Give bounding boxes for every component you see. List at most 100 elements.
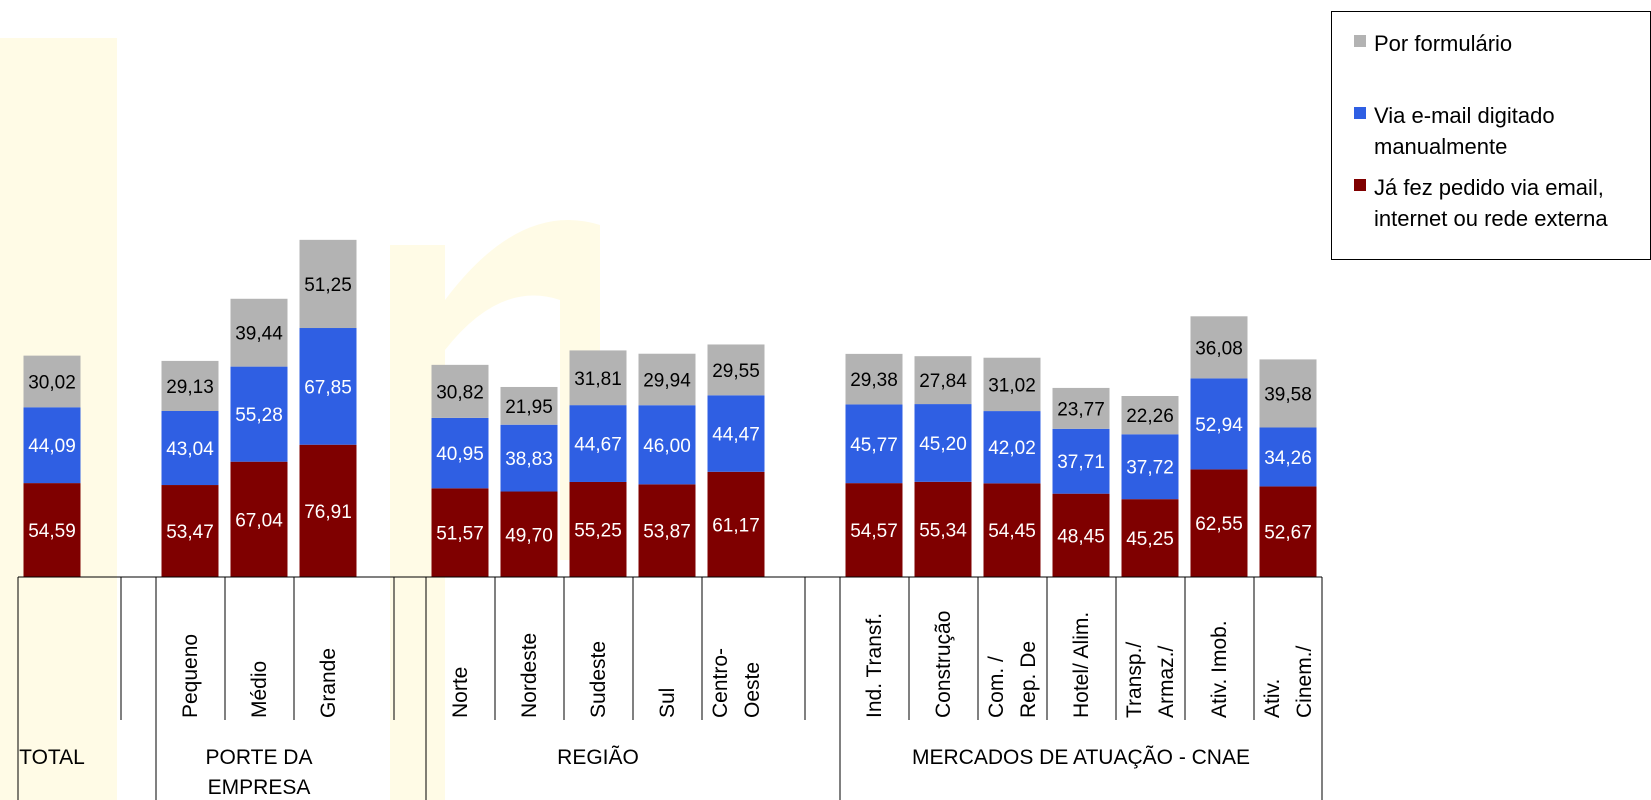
data-label: 53,87	[643, 522, 691, 543]
legend-swatch-form	[1354, 35, 1366, 47]
category-label: Norte	[449, 667, 472, 718]
bar-segment-form	[299, 239, 357, 329]
group-label: MERCADOS DE ATUAÇÃO - CNAE	[912, 745, 1250, 769]
category-label: Pequeno	[179, 634, 202, 718]
legend-swatch-order	[1354, 179, 1366, 191]
data-label: 46,00	[643, 436, 691, 457]
bar-segment-form	[431, 364, 489, 418]
data-label: 51,57	[436, 524, 484, 545]
bar-segment-order	[299, 444, 357, 577]
legend-item-form: Por formulário	[1354, 28, 1512, 59]
data-label: 37,72	[1126, 458, 1174, 479]
data-label: 29,13	[166, 377, 214, 398]
data-label: 62,55	[1195, 514, 1243, 535]
data-label: 34,26	[1264, 448, 1312, 469]
data-label: 45,77	[850, 435, 898, 456]
data-label: 54,45	[988, 521, 1036, 542]
bar-segment-order	[23, 483, 81, 577]
data-label: 29,55	[712, 361, 760, 382]
data-label: 67,04	[235, 510, 283, 531]
bar-segment-form	[983, 357, 1041, 412]
bar-segment-form	[500, 386, 558, 425]
bar-segment-form	[1121, 396, 1179, 435]
category-label: Centro- Oeste	[709, 648, 764, 718]
bar-segment-form	[1190, 316, 1248, 379]
bar-segment-email	[299, 328, 357, 445]
data-label: 45,25	[1126, 529, 1174, 550]
bar-segment-order	[161, 485, 219, 577]
data-label: 27,84	[919, 371, 967, 392]
data-label: 49,70	[505, 525, 553, 546]
legend-label-email: Via e-mail digitado manualmente	[1374, 103, 1555, 159]
bar-segment-order	[638, 484, 696, 577]
bar-segment-order	[431, 488, 489, 577]
legend: Por formulário Via e-mail digitado manua…	[1331, 11, 1651, 260]
category-label: Transp./Armaz./	[1123, 642, 1178, 718]
category-label: Ind. Transf.	[863, 613, 886, 718]
bar-segment-email	[23, 407, 81, 484]
bar-segment-email	[1121, 434, 1179, 500]
category-label: Sul	[656, 688, 679, 718]
data-label: 67,85	[304, 377, 352, 398]
bar-segment-order	[230, 461, 288, 577]
group-label: REGIÃO	[557, 745, 639, 769]
bar-segment-email	[914, 404, 972, 482]
data-label: 37,71	[1057, 452, 1105, 473]
data-label: 44,67	[574, 435, 622, 456]
data-label: 39,44	[235, 324, 283, 345]
data-label: 30,82	[436, 382, 484, 403]
bar-segment-order	[707, 471, 765, 577]
data-label: 22,26	[1126, 406, 1174, 427]
bar-segment-order	[569, 481, 627, 577]
data-label: 48,45	[1057, 526, 1105, 547]
data-label: 45,20	[919, 434, 967, 455]
bar-segment-form	[914, 356, 972, 405]
category-label: Médio	[248, 661, 271, 718]
bar-segment-form	[23, 355, 81, 408]
bar-segment-form	[1259, 359, 1317, 428]
bar-segment-form	[845, 353, 903, 405]
bar-segment-form	[638, 353, 696, 406]
legend-swatch-email	[1354, 107, 1366, 119]
bar-segment-email	[707, 395, 765, 472]
bar-segment-order	[500, 491, 558, 577]
legend-label-order: Já fez pedido via email, internet ou red…	[1374, 175, 1608, 231]
data-label: 43,04	[166, 439, 214, 460]
bar-segment-email	[569, 405, 627, 482]
bar-segment-email	[638, 405, 696, 485]
data-label: 40,95	[436, 444, 484, 465]
bar-segment-order	[845, 483, 903, 577]
data-label: 52,67	[1264, 523, 1312, 544]
bar-segment-order	[983, 483, 1041, 577]
bar-segment-form	[1052, 387, 1110, 429]
bar-segment-email	[1190, 378, 1248, 470]
bar-segment-form	[230, 298, 288, 367]
data-label: 76,91	[304, 502, 352, 523]
legend-item-order: Já fez pedido via email, internet ou red…	[1354, 172, 1608, 234]
data-label: 44,47	[712, 425, 760, 446]
data-label: 52,94	[1195, 415, 1243, 436]
data-label: 31,02	[988, 375, 1036, 396]
bar-segment-order	[1190, 469, 1248, 577]
data-label: 44,09	[28, 436, 76, 457]
bar-segment-form	[569, 350, 627, 406]
category-label: Grande	[317, 648, 340, 718]
bar-segment-order	[1121, 499, 1179, 577]
bar-segment-email	[983, 411, 1041, 484]
data-label: 55,34	[919, 520, 967, 541]
bar-segment-email	[845, 404, 903, 484]
bar-segment-email	[431, 417, 489, 489]
data-label: 42,02	[988, 438, 1036, 459]
data-label: 36,08	[1195, 338, 1243, 359]
data-label: 23,77	[1057, 399, 1105, 420]
watermark-shape	[445, 220, 600, 560]
legend-item-email: Via e-mail digitado manualmente	[1354, 100, 1555, 162]
category-label: Ativ. Cinem./	[1261, 645, 1316, 718]
bar-segment-form	[707, 344, 765, 396]
bar-segment-order	[1259, 486, 1317, 577]
legend-label-form: Por formulário	[1374, 31, 1513, 56]
data-label: 54,57	[850, 521, 898, 542]
category-table: Pequeno Médio Grande Norte Nordeste Sudeste Su…	[17, 576, 1323, 800]
group-label: PORTE DA EMPRESA	[206, 746, 313, 799]
